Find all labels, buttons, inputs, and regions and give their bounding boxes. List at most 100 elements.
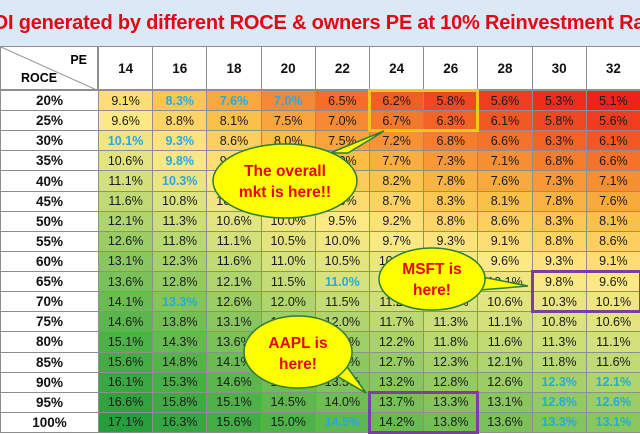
roi-cell: 9.3%: [531, 250, 587, 273]
roi-cell: 11.3%: [423, 311, 479, 333]
roi-cell: 11.8%: [531, 351, 587, 373]
roi-cell: 10.2%: [369, 250, 425, 273]
roi-cell: 11.6%: [98, 190, 154, 212]
roi-cell: 11.8%: [152, 230, 208, 252]
roi-cell: 15.6%: [98, 351, 154, 373]
roi-cell: 13.0%: [260, 331, 316, 353]
roi-cell: 12.8%: [531, 391, 587, 413]
roi-cell: 12.3%: [152, 250, 208, 273]
roi-cell: 13.8%: [423, 411, 479, 433]
roi-cell: 11.7%: [369, 311, 425, 333]
roi-cell: 11.6%: [477, 331, 533, 353]
roi-cell: 12.8%: [423, 371, 479, 393]
roi-cell: 9.6%: [585, 271, 640, 293]
pe-header: 24: [369, 46, 425, 90]
pe-header: 18: [206, 46, 262, 90]
roi-cell: 7.6%: [206, 90, 262, 112]
roce-header: 100%: [0, 411, 99, 433]
roi-cell: 12.3%: [531, 371, 587, 393]
roce-header: 65%: [0, 271, 99, 293]
roi-cell: 15.0%: [260, 411, 316, 433]
roi-cell: 6.7%: [369, 110, 425, 132]
roi-cell: 13.6%: [98, 271, 154, 293]
roi-cell: 13.2%: [369, 371, 425, 393]
roce-header: 60%: [0, 250, 99, 273]
roi-cell: 9.6%: [98, 110, 154, 132]
roi-cell: 13.6%: [477, 411, 533, 433]
roi-cell: 14.5%: [314, 411, 370, 433]
roi-cell: 13.1%: [98, 250, 154, 273]
roi-cell: 13.6%: [206, 331, 262, 353]
roi-cell: 10.8%: [152, 190, 208, 212]
roi-cell: 8.1%: [206, 110, 262, 132]
roi-cell: 9.8%: [423, 250, 479, 273]
roi-cell: 7.5%: [260, 110, 316, 132]
roi-cell: 10.3%: [531, 291, 587, 313]
roce-header: 70%: [0, 291, 99, 313]
roi-cell: 10.5%: [260, 230, 316, 252]
roi-cell: 14.5%: [260, 391, 316, 413]
roi-cell: 10.5%: [314, 250, 370, 273]
roi-cell: 14.0%: [314, 391, 370, 413]
roi-cell: 11.0%: [260, 250, 316, 273]
roi-cell: 9.2%: [369, 210, 425, 232]
roi-cell: 8.3%: [423, 190, 479, 212]
roi-cell: 8.7%: [369, 190, 425, 212]
roi-cell: 14.6%: [98, 311, 154, 333]
chart-title: ROI generated by different ROCE & owners…: [0, 11, 640, 34]
roi-cell: 7.1%: [585, 170, 640, 192]
roi-cell: 8.2%: [369, 170, 425, 192]
roi-cell: 9.8%: [152, 150, 208, 172]
roi-cell: 12.5%: [314, 331, 370, 353]
roi-cell: 7.6%: [585, 190, 640, 212]
roi-cell: 8.8%: [423, 210, 479, 232]
roi-cell: 13.5%: [314, 371, 370, 393]
roi-cell: 10.7%: [369, 271, 425, 293]
roce-header: 85%: [0, 351, 99, 373]
roi-cell: 10.6%: [585, 311, 640, 333]
roi-cell: 12.6%: [585, 391, 640, 413]
roi-cell: 12.1%: [585, 371, 640, 393]
roi-cell: 8.8%: [152, 110, 208, 132]
roi-cell: 11.3%: [531, 331, 587, 353]
roi-cell: 12.1%: [206, 271, 262, 293]
roi-cell: 12.5%: [260, 311, 316, 333]
roi-cell: 8.1%: [477, 190, 533, 212]
roce-header: 30%: [0, 130, 99, 152]
roi-cell: 13.1%: [477, 391, 533, 413]
pe-header: 28: [477, 46, 533, 90]
roi-cell: 12.8%: [152, 271, 208, 293]
roi-cell: 7.3%: [531, 170, 587, 192]
pe-header: 26: [423, 46, 479, 90]
corner-header: PE ROCE: [0, 46, 99, 91]
roi-cell: 5.3%: [531, 90, 587, 112]
roi-cell: 10.3%: [152, 170, 208, 192]
roi-cell: 14.0%: [260, 371, 316, 393]
roi-cell: 14.1%: [98, 291, 154, 313]
roi-cell: 13.5%: [260, 351, 316, 373]
roi-cell: 13.3%: [152, 291, 208, 313]
roce-header: 80%: [0, 331, 99, 353]
roi-cell: 8.6%: [585, 230, 640, 252]
corner-diagonal: [1, 47, 99, 91]
roi-cell: 10.1%: [206, 190, 262, 212]
roi-cell: 11.1%: [98, 170, 154, 192]
roi-cell: 11.3%: [152, 210, 208, 232]
roi-cell: 5.6%: [585, 110, 640, 132]
roi-cell: 17.1%: [98, 411, 154, 433]
roi-cell: 6.6%: [477, 130, 533, 152]
roi-cell: 8.1%: [585, 210, 640, 232]
roce-header: 50%: [0, 210, 99, 232]
roce-axis-label: ROCE: [21, 71, 58, 85]
roi-cell: 9.8%: [531, 271, 587, 293]
roi-cell: 13.1%: [206, 311, 262, 333]
roi-cell: 12.3%: [423, 351, 479, 373]
roi-cell: 12.6%: [98, 230, 154, 252]
roi-cell: 12.0%: [260, 291, 316, 313]
roi-cell: 13.3%: [531, 411, 587, 433]
roi-cell: 10.1%: [98, 130, 154, 152]
roi-cell: 10.6%: [98, 150, 154, 172]
roi-cell: 5.8%: [531, 110, 587, 132]
roi-cell: 8.6%: [477, 210, 533, 232]
roi-cell: 7.1%: [477, 150, 533, 172]
